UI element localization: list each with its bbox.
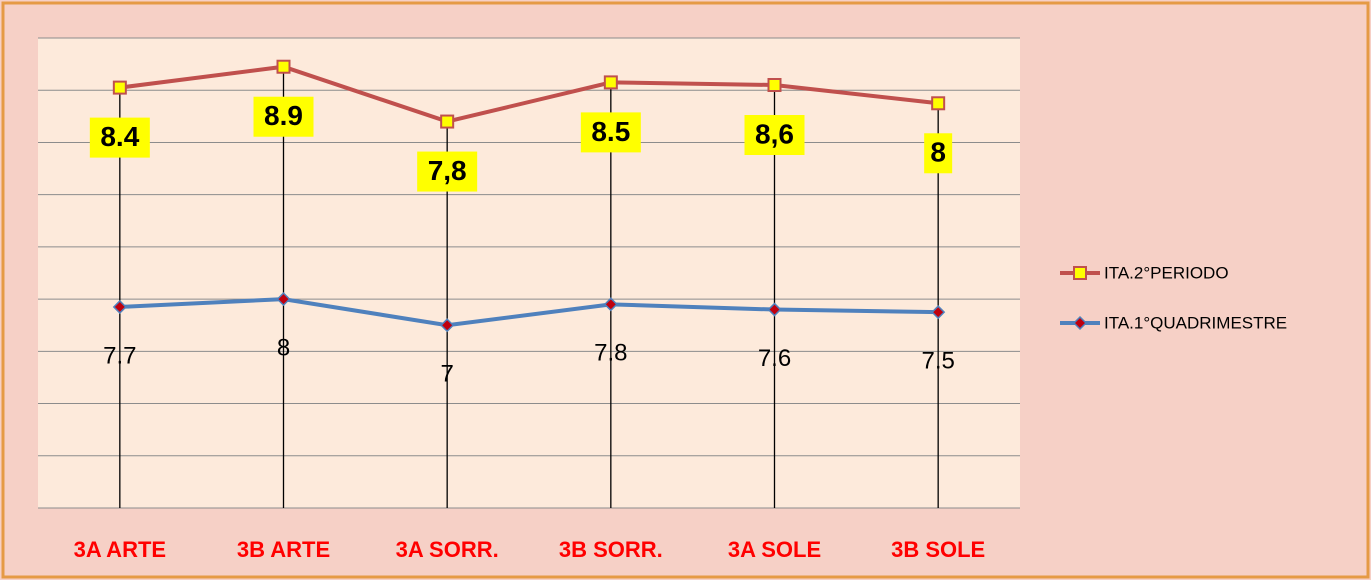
label-box — [580, 112, 641, 153]
marker — [931, 305, 946, 320]
marker — [767, 78, 782, 92]
data-label: 7.5 — [921, 348, 954, 375]
x-tick-label: 3A ARTE — [74, 537, 167, 562]
marker — [276, 59, 291, 74]
marker — [603, 75, 618, 90]
x-tick-label: 3B SOLE — [891, 537, 985, 562]
label-box — [744, 115, 805, 155]
marker — [112, 299, 127, 315]
data-label: 8,6 — [755, 118, 794, 149]
data-label: 8.4 — [100, 121, 139, 152]
marker — [603, 297, 618, 312]
marker — [112, 80, 127, 95]
x-tick-label: 3A SOLE — [728, 537, 821, 562]
data-label: 7.7 — [103, 342, 136, 369]
data-label: 7.8 — [594, 340, 627, 367]
data-label: 8.5 — [591, 116, 630, 147]
legend-marker — [1072, 315, 1088, 331]
x-tick-label: 3B ARTE — [237, 537, 330, 562]
plot-area — [38, 38, 1020, 508]
legend-label: ITA.2°PERIODO — [1104, 263, 1229, 282]
marker — [931, 96, 946, 111]
marker — [767, 302, 782, 317]
marker — [440, 114, 455, 129]
data-label: 7.6 — [758, 345, 791, 372]
label-box — [417, 151, 478, 192]
series-line — [119, 297, 939, 328]
data-label: 7,8 — [428, 155, 467, 186]
marker — [276, 292, 291, 307]
data-label: 8 — [277, 334, 290, 361]
legend-label: ITA.1°QUADRIMESTRE — [1104, 313, 1287, 332]
series-line — [119, 64, 939, 124]
data-label: 8 — [930, 137, 946, 168]
x-tick-label: 3B SORR. — [559, 537, 663, 562]
legend-marker — [1073, 266, 1087, 280]
label-box — [924, 133, 953, 174]
data-label: 7 — [440, 361, 453, 388]
x-tick-label: 3A SORR. — [396, 537, 499, 562]
label-box — [89, 117, 150, 158]
data-label: 8.9 — [264, 100, 303, 131]
label-box — [253, 96, 314, 137]
marker — [440, 318, 455, 333]
